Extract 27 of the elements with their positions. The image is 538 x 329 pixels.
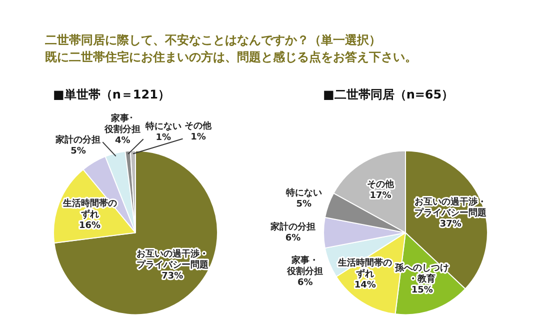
data-label: 17% [370,191,392,202]
data-label: 5% [70,146,86,157]
chart-title: ■二世帯同居（n=65） [323,87,454,102]
text: 既に二世帯住宅にお住まいの方は、問題と感じる点をお答え下さい。 [45,49,417,66]
data-label: 6% [285,234,301,244]
data-label: 6% [297,278,313,288]
slice-label: 生活時間帯のずれ [337,258,392,280]
text: 二世帯同居に際して、不安なことはなんですか？（単一選択） [45,32,382,49]
slice-label: その他 [366,179,395,190]
slice-label: 特にない [144,120,182,132]
data-label: 37% [440,220,462,230]
slice-label: 家計の分担 [270,222,316,233]
data-label: 1% [156,132,171,143]
data-label: 5% [296,199,312,210]
data-label: 15% [411,285,433,296]
data-label: 14% [354,280,376,291]
slice-label: その他 [184,120,213,132]
data-label: 4% [115,136,130,146]
slice-label: 特にない [284,187,322,198]
chart-title: ■単世帯（n＝121） [53,87,170,102]
slice-label: お互いの過干渉・プライバシー問題 [136,248,208,271]
data-label: 73% [162,272,184,282]
slice-label: 家事･役割分担 [104,112,141,135]
slice-label: 家計の分担 [54,134,101,146]
data-label: 1% [190,132,206,143]
slice-label: 家事・役割分担 [286,255,324,278]
data-label: 16% [78,220,101,231]
